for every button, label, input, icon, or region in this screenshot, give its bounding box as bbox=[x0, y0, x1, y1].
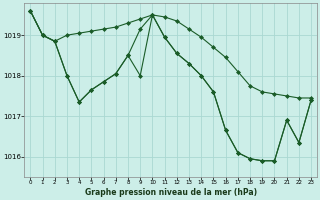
X-axis label: Graphe pression niveau de la mer (hPa): Graphe pression niveau de la mer (hPa) bbox=[85, 188, 257, 197]
